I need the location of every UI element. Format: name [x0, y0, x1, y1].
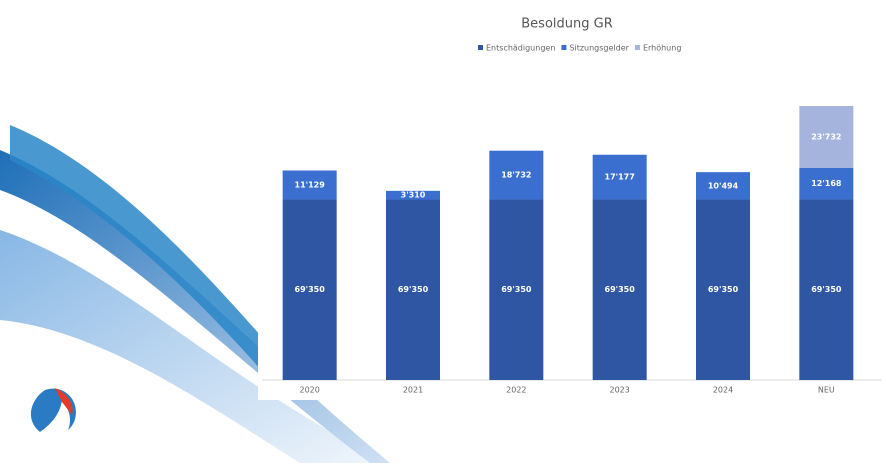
bar-segment	[489, 199, 544, 380]
data-label: 69'350	[605, 285, 636, 294]
legend-label: Sitzungsgelder	[569, 44, 629, 53]
x-tick-label: 2021	[403, 386, 423, 395]
bar-segment	[696, 172, 750, 200]
bar-segment	[282, 199, 337, 380]
bar-segment	[592, 154, 647, 200]
data-label: 3'310	[401, 191, 426, 200]
x-tick-label: NEU	[818, 386, 835, 395]
x-tick-label: 2024	[713, 386, 733, 395]
chart-panel	[258, 5, 886, 400]
chart-title: Besoldung GR	[521, 17, 612, 32]
bar-segment	[799, 106, 854, 168]
data-label: 69'350	[811, 285, 842, 294]
legend-swatch	[561, 45, 567, 50]
data-label: 11'129	[295, 180, 326, 189]
bar-segment	[799, 199, 854, 380]
bar-segment	[386, 199, 440, 380]
bar-segment	[696, 199, 750, 380]
legend-swatch	[634, 45, 640, 50]
bar-segment	[386, 190, 440, 200]
bar-segment	[592, 199, 647, 380]
data-label: 17'177	[605, 173, 635, 182]
legend-label: Erhöhung	[643, 44, 681, 53]
data-label: 69'350	[295, 285, 326, 294]
data-label: 69'350	[398, 285, 429, 294]
bar-segment	[799, 167, 854, 200]
legend-swatch	[478, 45, 483, 50]
x-tick-label: 2020	[299, 386, 319, 395]
legend-label: Entschädigungen	[486, 44, 555, 53]
bar-segment	[282, 170, 337, 200]
x-tick-label: 2023	[609, 386, 629, 395]
data-label: 69'350	[501, 285, 532, 294]
data-label: 12'168	[811, 179, 842, 188]
data-label: 10'494	[708, 181, 739, 190]
data-label: 69'350	[708, 285, 739, 294]
data-label: 18'732	[501, 171, 531, 180]
x-tick-label: 2022	[506, 386, 526, 395]
bar-segment	[489, 150, 544, 200]
data-label: 23'732	[811, 132, 841, 141]
